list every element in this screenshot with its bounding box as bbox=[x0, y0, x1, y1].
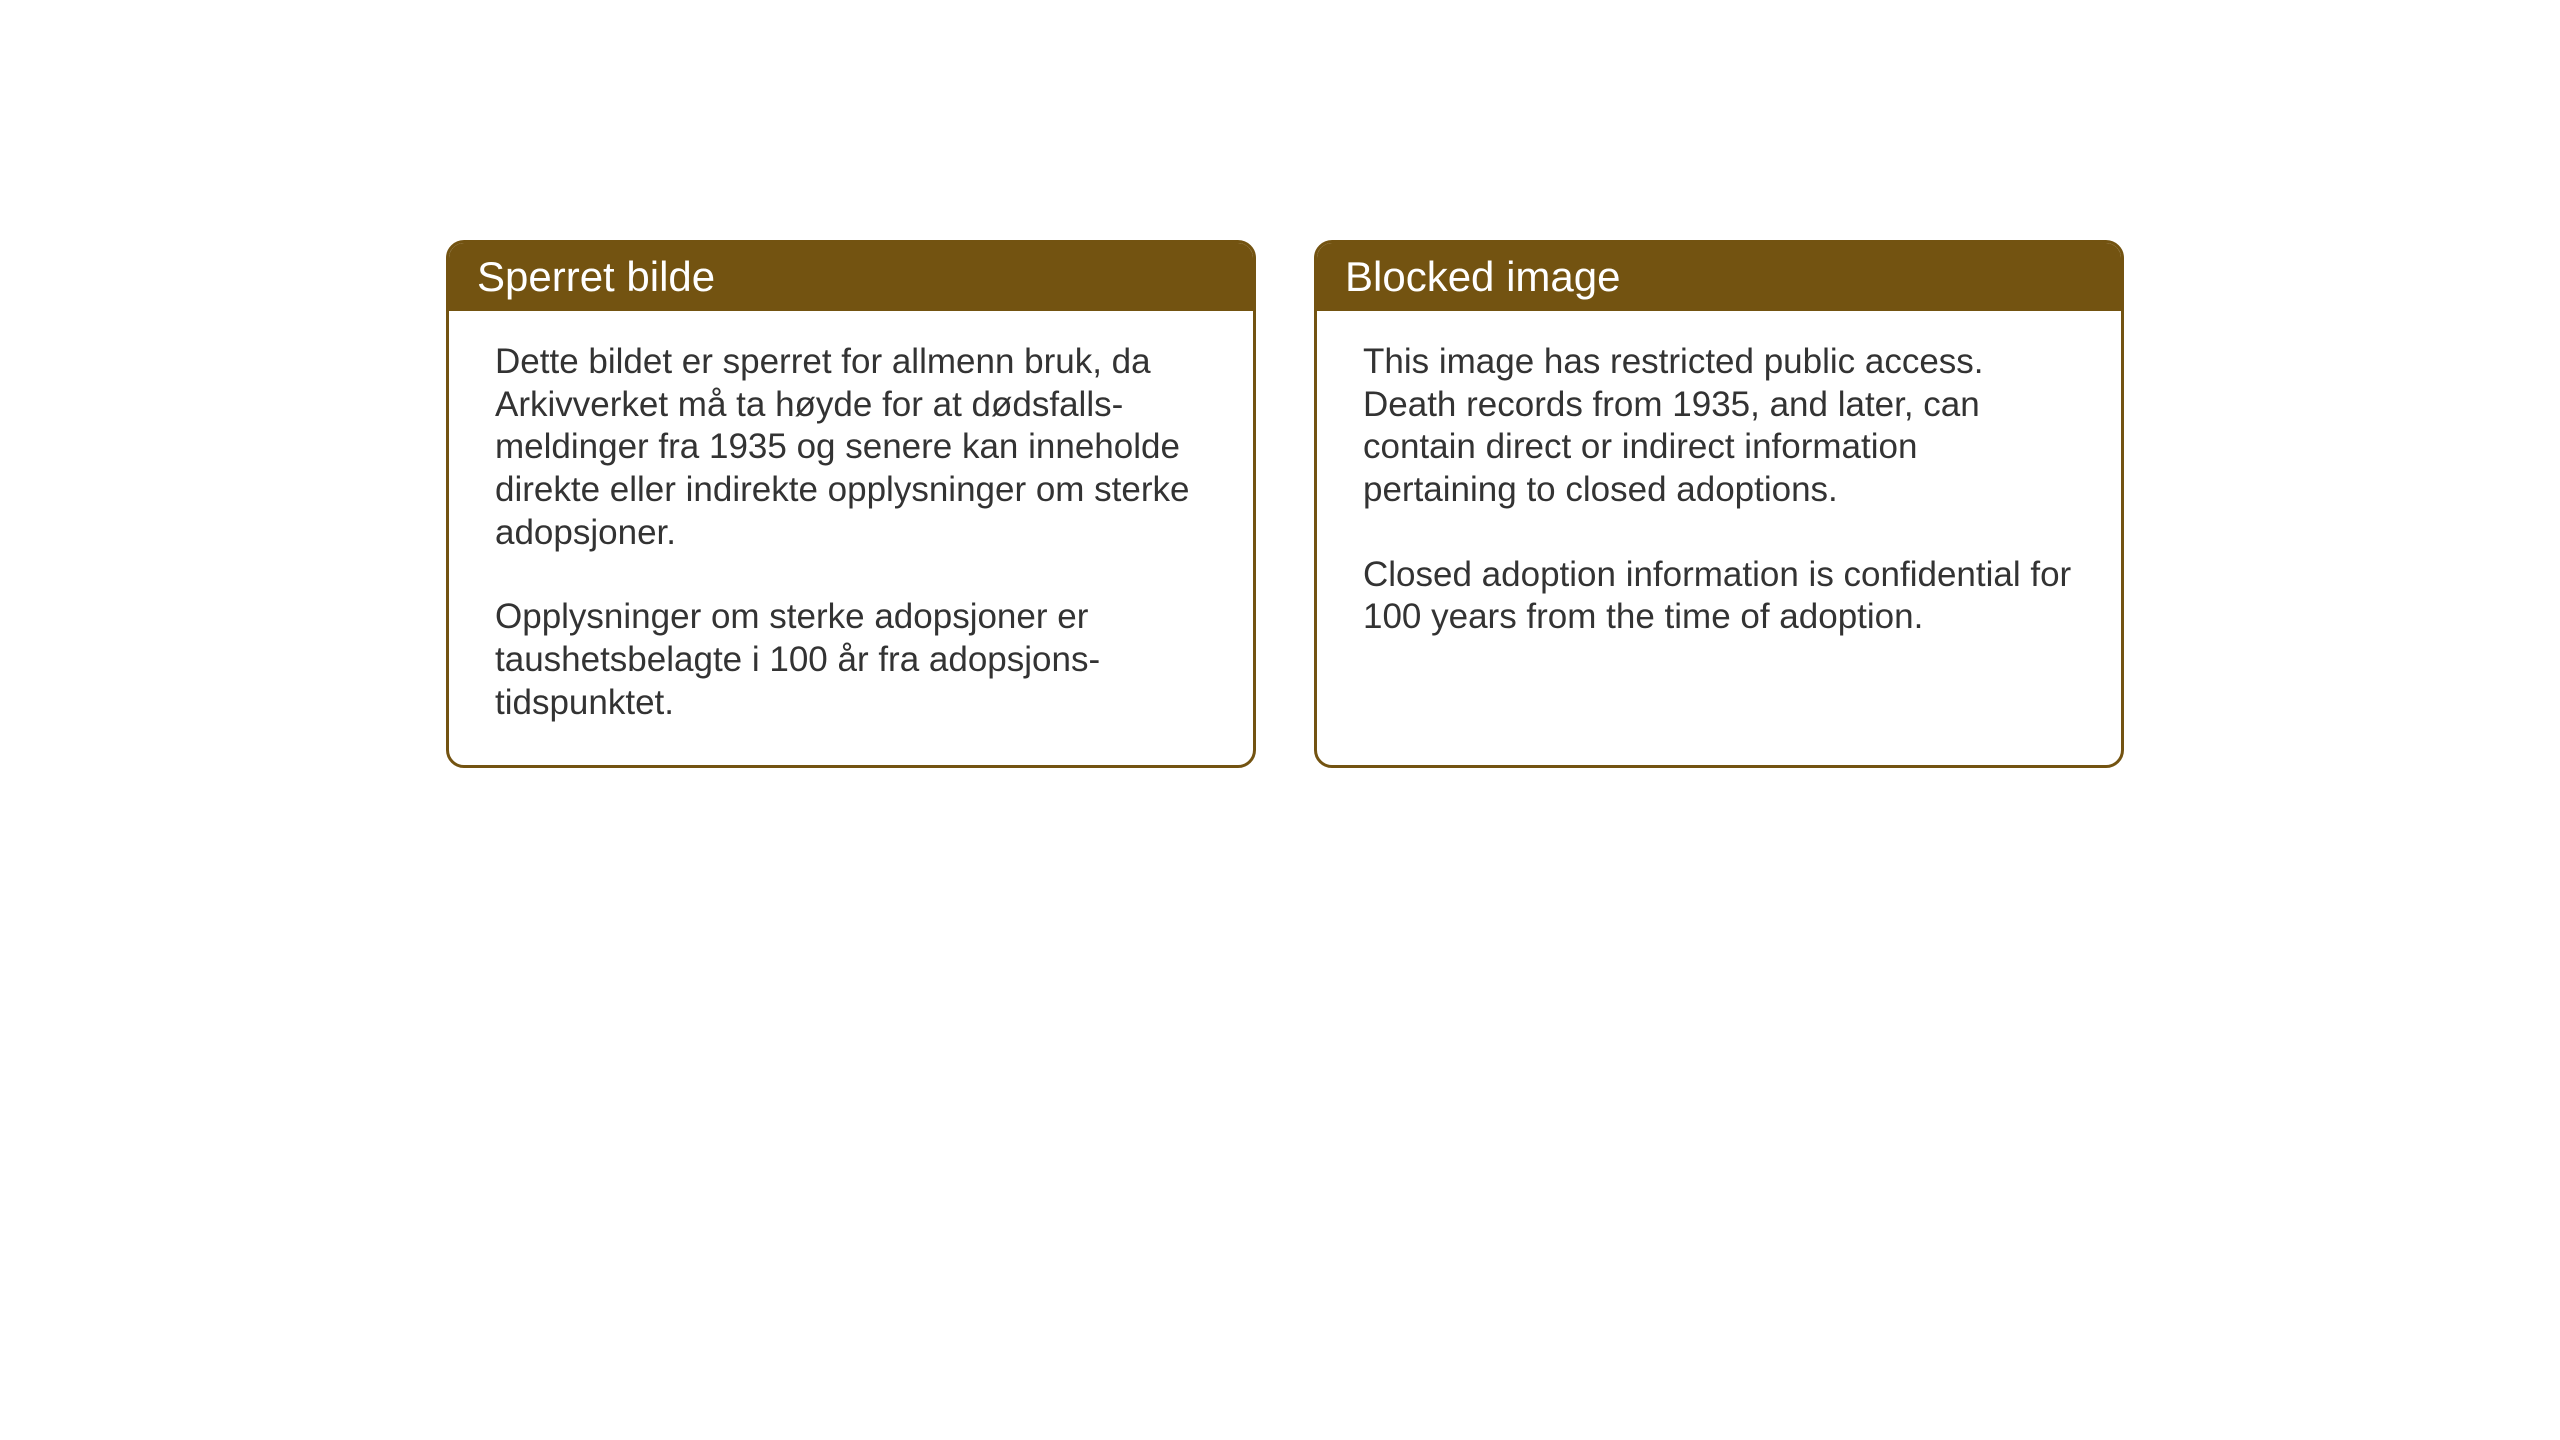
card-paragraph-2-english: Closed adoption information is confident… bbox=[1363, 554, 2075, 639]
card-body-english: This image has restricted public access.… bbox=[1317, 311, 2121, 741]
notice-card-norwegian: Sperret bilde Dette bildet er sperret fo… bbox=[446, 240, 1256, 768]
card-paragraph-2-norwegian: Opplysninger om sterke adopsjoner er tau… bbox=[495, 596, 1207, 724]
card-paragraph-1-norwegian: Dette bildet er sperret for allmenn bruk… bbox=[495, 341, 1207, 554]
notice-card-english: Blocked image This image has restricted … bbox=[1314, 240, 2124, 768]
card-paragraph-1-english: This image has restricted public access.… bbox=[1363, 341, 2075, 512]
card-title-norwegian: Sperret bilde bbox=[477, 253, 715, 300]
card-body-norwegian: Dette bildet er sperret for allmenn bruk… bbox=[449, 311, 1253, 765]
card-header-norwegian: Sperret bilde bbox=[449, 243, 1253, 311]
notice-container: Sperret bilde Dette bildet er sperret fo… bbox=[446, 240, 2124, 768]
card-header-english: Blocked image bbox=[1317, 243, 2121, 311]
card-title-english: Blocked image bbox=[1345, 253, 1620, 300]
